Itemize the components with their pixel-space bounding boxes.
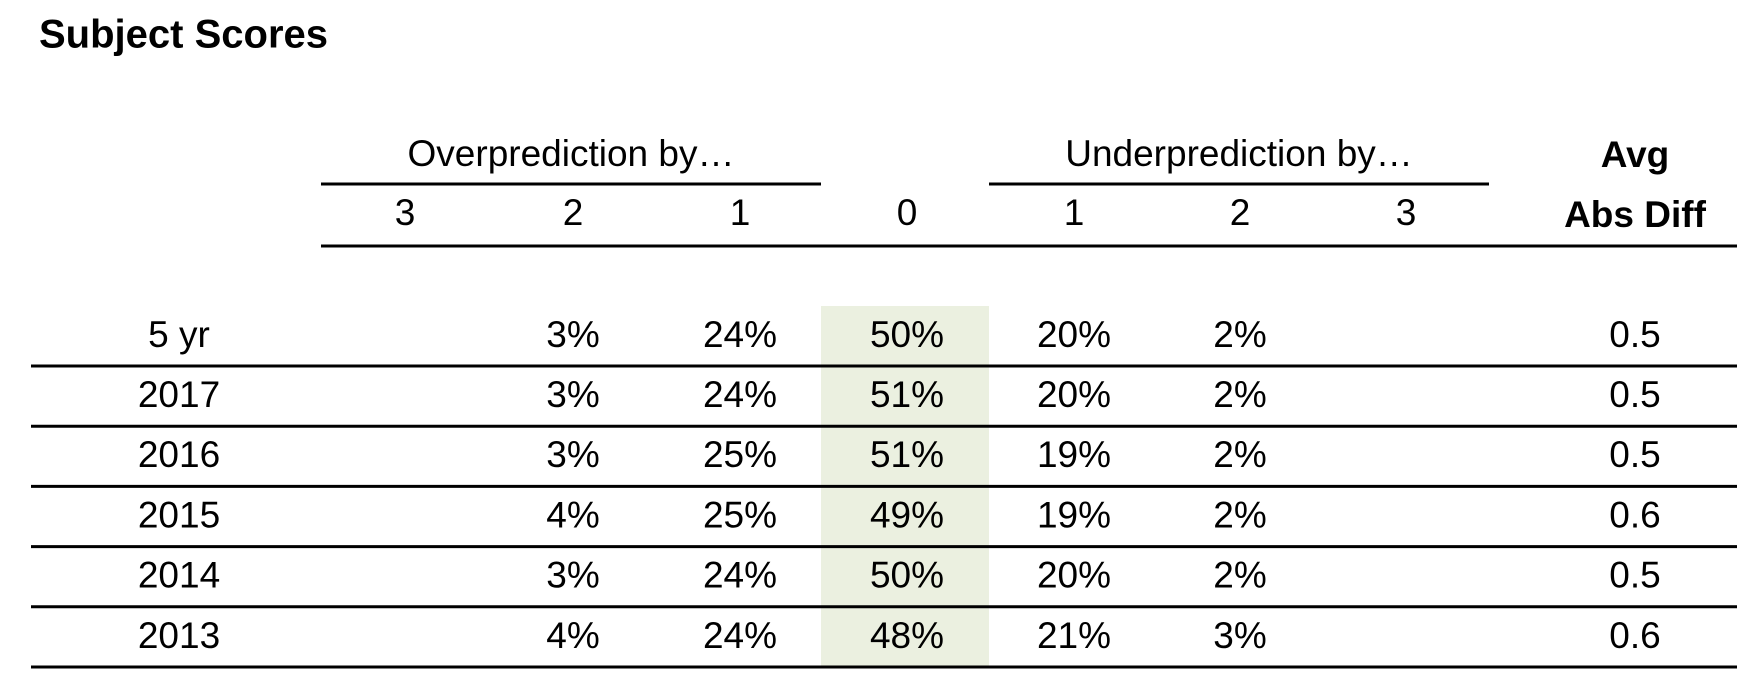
column-header: Abs Diff [1564, 194, 1707, 235]
group-header: Overprediction by… [408, 133, 735, 174]
cell: 0.5 [1609, 434, 1660, 475]
column-header: 2 [563, 192, 584, 233]
cell: 3% [546, 555, 599, 596]
cell: 2% [1213, 374, 1266, 415]
column-header: 2 [1230, 192, 1251, 233]
title: Subject Scores [39, 13, 328, 57]
cell: 20% [1037, 374, 1111, 415]
cell: 24% [703, 615, 777, 656]
row-label: 2015 [138, 494, 220, 535]
cell: 3% [546, 314, 599, 355]
cell: 20% [1037, 555, 1111, 596]
cell: 51% [870, 434, 944, 475]
cell: 0.5 [1609, 314, 1660, 355]
column-header: 0 [897, 192, 918, 233]
cell: 21% [1037, 615, 1111, 656]
cell: 0.5 [1609, 374, 1660, 415]
cell: 2% [1213, 434, 1266, 475]
cell: 24% [703, 374, 777, 415]
cell: 25% [703, 494, 777, 535]
cell: 2% [1213, 314, 1266, 355]
row-label: 5 yr [148, 314, 210, 355]
row-label: 2014 [138, 555, 220, 596]
column-header: 1 [1064, 192, 1085, 233]
group-header: Underprediction by… [1065, 133, 1413, 174]
cell: 0.6 [1609, 615, 1660, 656]
cell: 2% [1213, 494, 1266, 535]
cell: 19% [1037, 494, 1111, 535]
row-label: 2013 [138, 615, 220, 656]
cell: 51% [870, 374, 944, 415]
cell: 2% [1213, 555, 1266, 596]
cell: 50% [870, 314, 944, 355]
column-header: 3 [395, 192, 416, 233]
cell: 4% [546, 615, 599, 656]
cell: 0.5 [1609, 555, 1660, 596]
cell: 24% [703, 555, 777, 596]
cell: 3% [546, 434, 599, 475]
cell: 3% [546, 374, 599, 415]
cell: 3% [1213, 615, 1266, 656]
cell: 48% [870, 615, 944, 656]
cell: 0.6 [1609, 494, 1660, 535]
column-header: 1 [730, 192, 751, 233]
cell: 25% [703, 434, 777, 475]
cell: 19% [1037, 434, 1111, 475]
cell: 4% [546, 494, 599, 535]
column-header: 3 [1396, 192, 1417, 233]
cell: 20% [1037, 314, 1111, 355]
row-label: 2016 [138, 434, 220, 475]
cell: 50% [870, 555, 944, 596]
cell: 24% [703, 314, 777, 355]
row-label: 2017 [138, 374, 220, 415]
cell: 49% [870, 494, 944, 535]
column-header: Avg [1601, 134, 1670, 175]
